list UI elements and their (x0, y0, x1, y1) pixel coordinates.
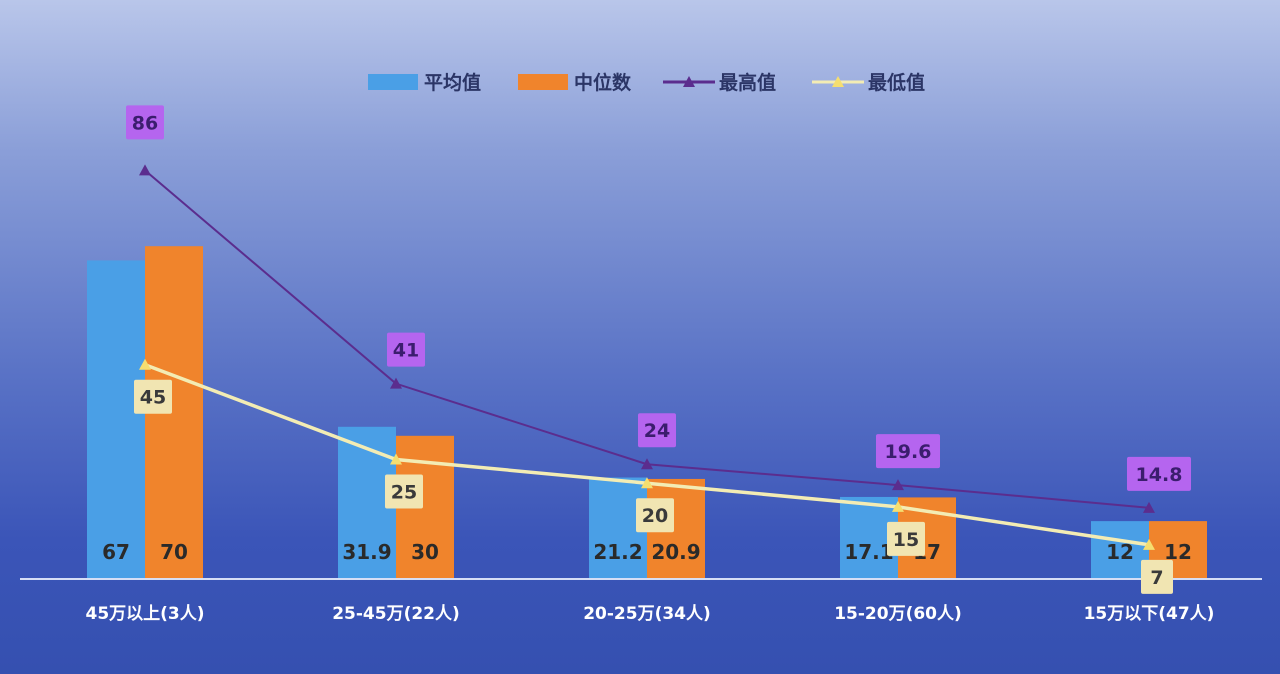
min-marker-3 (892, 500, 904, 512)
legend-label-0: 平均值 (424, 71, 481, 94)
bar-label-mean-3: 17.1 (844, 540, 893, 564)
min-label-box-4 (1141, 559, 1173, 594)
max-label-box-3 (876, 434, 940, 469)
min-label-2: 20 (642, 505, 668, 527)
legend-label-3: 最低值 (868, 71, 925, 94)
legend-marker-2 (683, 76, 695, 87)
max-label-box-0 (126, 105, 164, 140)
max-label-1: 41 (393, 340, 419, 362)
bar-label-mean-4: 12 (1106, 540, 1134, 564)
category-label-0: 45万以上(3人) (85, 604, 204, 624)
category-label-2: 20-25万(34人) (583, 604, 711, 624)
max-marker-1 (390, 377, 402, 389)
bar-label-mean-2: 21.2 (593, 540, 642, 564)
min-marker-2 (641, 477, 653, 489)
bar-mean-4 (1091, 521, 1149, 578)
legend-label-1: 中位数 (574, 71, 632, 94)
min-label-box-3 (887, 521, 925, 556)
min-label-box-0 (134, 379, 172, 414)
min-label-0: 45 (140, 387, 166, 409)
bar-label-mean-1: 31.9 (342, 540, 391, 564)
category-label-1: 25-45万(22人) (332, 604, 460, 624)
category-label-4: 15万以下(47人) (1084, 604, 1215, 624)
legend-label-2: 最高值 (719, 71, 776, 94)
min-label-1: 25 (391, 482, 417, 504)
min-label-box-2 (636, 498, 674, 533)
max-label-box-1 (387, 332, 425, 367)
legend-swatch-0 (368, 74, 418, 90)
bar-label-median-2: 20.9 (651, 540, 700, 564)
max-series-line (144, 169, 1150, 509)
max-marker-4 (1143, 501, 1155, 513)
max-label-4: 14.8 (1136, 464, 1183, 486)
max-label-3: 19.6 (885, 441, 932, 463)
bar-label-median-0: 70 (160, 540, 188, 564)
max-marker-0 (139, 164, 151, 176)
min-label-box-1 (385, 474, 423, 509)
legend-marker-3 (832, 76, 844, 87)
max-label-0: 86 (132, 112, 158, 134)
max-marker-3 (892, 479, 904, 491)
max-label-box-4 (1127, 456, 1191, 491)
max-marker-2 (641, 458, 653, 470)
bar-label-mean-0: 67 (102, 540, 130, 564)
bar-mean-0 (87, 260, 145, 578)
min-marker-0 (139, 358, 151, 370)
legend-swatch-1 (518, 74, 568, 90)
min-marker-1 (390, 453, 402, 465)
max-label-2: 24 (644, 420, 670, 442)
min-marker-4 (1143, 538, 1155, 550)
max-label-box-2 (638, 413, 676, 448)
min-label-4: 7 (1150, 567, 1163, 589)
bar-label-median-1: 30 (411, 540, 439, 564)
min-label-3: 15 (893, 529, 919, 551)
category-label-3: 15-20万(60人) (834, 604, 962, 624)
